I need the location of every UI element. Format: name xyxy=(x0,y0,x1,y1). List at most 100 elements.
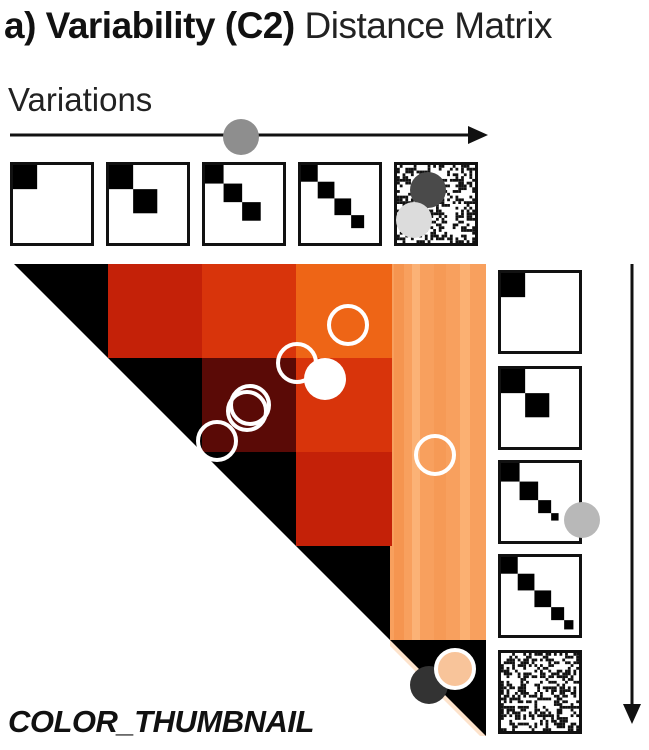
noise-pixel xyxy=(537,714,540,718)
noise-pixel xyxy=(433,220,436,224)
noise-pixel xyxy=(444,204,448,207)
noise-pixel xyxy=(517,658,521,662)
noise-pixel xyxy=(517,700,521,704)
noise-pixel xyxy=(523,683,527,687)
marker-dot xyxy=(396,202,432,238)
noise-pixel xyxy=(466,229,470,232)
noise-pixel xyxy=(399,178,403,182)
noise-pixel xyxy=(534,692,538,695)
noise-pixel xyxy=(402,237,406,241)
noise-pixel xyxy=(514,717,518,720)
noise-pixel xyxy=(455,184,459,188)
noise-pixel xyxy=(537,666,540,670)
noise-pixel xyxy=(562,658,566,662)
noise-pixel xyxy=(562,686,566,690)
noise-pixel xyxy=(433,212,436,216)
noise-pixel xyxy=(472,226,475,230)
noise-pixel xyxy=(528,694,532,698)
noise-pixel xyxy=(559,686,563,690)
noise-pixel xyxy=(436,212,439,216)
noise-pixel xyxy=(540,672,543,676)
noise-pixel xyxy=(559,725,563,729)
noise-pixel xyxy=(455,176,459,179)
noise-pixel xyxy=(441,220,445,224)
noise-pixel xyxy=(455,240,459,243)
noise-pixel xyxy=(452,226,456,230)
noise-pixel xyxy=(573,692,577,695)
noise-pixel xyxy=(503,697,507,701)
noise-pixel xyxy=(570,708,574,712)
noise-pixel xyxy=(517,689,521,692)
noise-pixel xyxy=(540,658,543,662)
noise-pixel xyxy=(441,234,445,238)
noise-pixel xyxy=(542,705,546,709)
noise-pixel xyxy=(514,669,518,673)
noise-pixel xyxy=(517,694,521,698)
noise-pixel xyxy=(542,714,546,718)
noise-pixel xyxy=(472,178,475,182)
noise-pixel xyxy=(506,705,510,709)
noise-pixel xyxy=(447,204,450,207)
noise-pixel xyxy=(455,195,459,199)
noise-pixel xyxy=(562,719,566,723)
noise-pixel xyxy=(526,700,529,704)
noise-pixel xyxy=(501,669,504,673)
noise-pixel xyxy=(548,669,552,673)
noise-pixel xyxy=(397,178,400,182)
noise-pixel xyxy=(523,689,527,692)
noise-pixel xyxy=(570,722,574,726)
noise-pixel xyxy=(466,212,470,216)
noise-pixel xyxy=(458,187,462,191)
noise-pixel xyxy=(441,217,445,221)
noise-pixel xyxy=(449,195,453,199)
noise-pixel xyxy=(517,697,521,701)
noise-pixel xyxy=(562,694,566,698)
noise-pixel xyxy=(551,719,554,723)
noise-pixel xyxy=(523,661,527,665)
noise-pixel xyxy=(501,686,504,690)
noise-pixel xyxy=(562,722,566,726)
noise-pixel xyxy=(526,661,529,665)
noise-pixel xyxy=(461,229,464,232)
noise-pixel xyxy=(458,181,462,185)
figure-title-prefix: a) Variability (C2) xyxy=(4,5,295,46)
noise-pixel xyxy=(469,215,473,218)
noise-pixel xyxy=(548,653,552,656)
noise-pixel xyxy=(534,664,538,667)
noise-pixel xyxy=(402,201,406,204)
noise-pixel xyxy=(447,237,450,241)
noise-pixel xyxy=(528,655,532,659)
noise-pixel xyxy=(472,187,475,191)
noise-pixel xyxy=(461,170,464,174)
noise-pixel xyxy=(567,725,571,729)
noise-pixel xyxy=(556,683,560,687)
noise-pixel xyxy=(523,722,527,726)
noise-pixel xyxy=(567,678,571,681)
noise-pixel xyxy=(545,708,549,712)
noise-pixel xyxy=(548,686,552,690)
noise-pixel xyxy=(461,176,464,179)
noise-pixel xyxy=(531,694,535,698)
marker-ring xyxy=(434,648,476,690)
noise-pixel xyxy=(517,675,521,679)
noise-pixel xyxy=(512,666,515,670)
noise-pixel xyxy=(447,192,450,196)
noise-pixel xyxy=(416,170,420,174)
noise-pixel xyxy=(449,240,453,243)
noise-pixel xyxy=(469,176,473,179)
noise-pixel xyxy=(514,725,518,729)
noise-pixel xyxy=(528,714,532,718)
noise-pixel xyxy=(413,165,417,168)
noise-pixel xyxy=(520,689,524,692)
noise-pixel xyxy=(540,653,543,656)
noise-pixel xyxy=(463,165,467,168)
noise-pixel xyxy=(548,697,552,701)
matrix-streak xyxy=(394,264,404,644)
noise-pixel xyxy=(573,661,577,665)
noise-pixel xyxy=(526,705,529,709)
noise-pixel xyxy=(452,165,456,168)
noise-pixel xyxy=(408,170,411,174)
matrix-cell xyxy=(202,264,298,358)
noise-pixel xyxy=(517,717,521,720)
noise-pixel xyxy=(517,686,521,690)
